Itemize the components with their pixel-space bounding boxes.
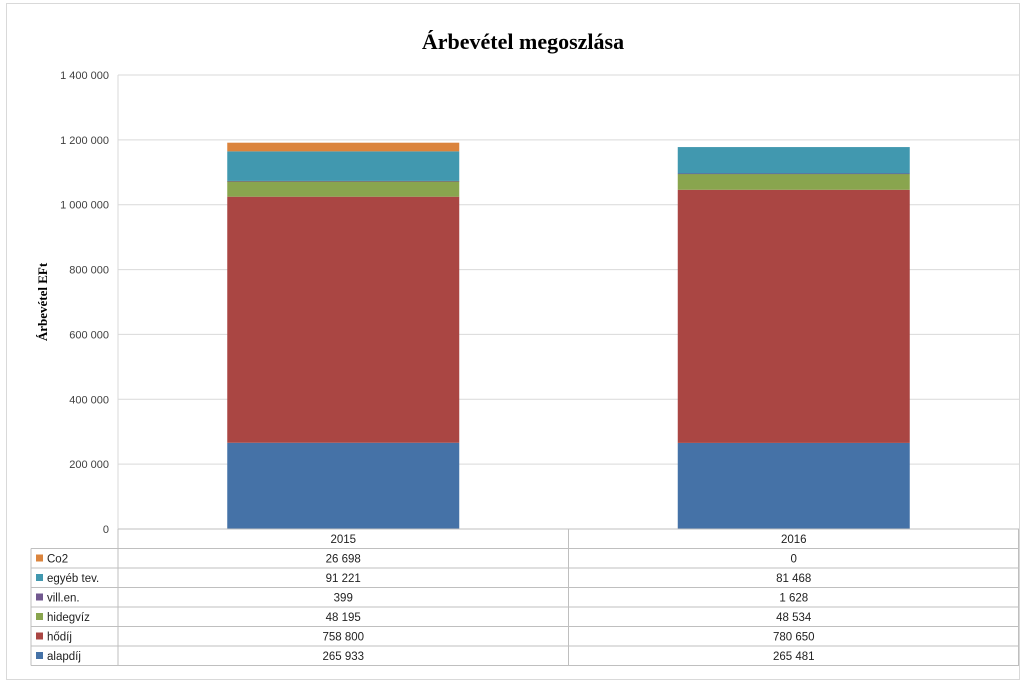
y-tick-label: 1 400 000 <box>60 70 109 82</box>
bar-segment-alapdj-2016 <box>677 442 910 529</box>
data-label: 265 933 <box>322 651 364 663</box>
bars-layer <box>227 142 910 529</box>
bar-segment-villen-2015 <box>227 180 460 182</box>
y-tick-label: 200 000 <box>69 459 109 471</box>
bar-segment-hidegvz-2016 <box>677 174 910 190</box>
y-tick-label: 1 200 000 <box>60 135 109 147</box>
legend-entry: hidegvíz <box>47 612 90 624</box>
legend-entry: Co2 <box>47 554 68 566</box>
bar-segment-hdj-2016 <box>677 189 910 443</box>
y-tick-label: 0 <box>103 524 109 536</box>
bar-segment-egybtev-2015 <box>227 151 460 181</box>
data-label: 758 800 <box>322 632 364 644</box>
data-label: 0 <box>791 554 797 566</box>
y-tick-label: 400 000 <box>69 394 109 406</box>
legend-entry: vill.en. <box>47 593 80 605</box>
chart-frame: Árbevétel megoszlása Árbevétel EFt 0 200 … <box>6 3 1020 680</box>
data-label: 48 195 <box>326 612 361 624</box>
x-tick-label: 2015 <box>330 534 356 546</box>
data-label: 265 481 <box>773 651 815 663</box>
chart-title: Árbevétel megoszlása <box>422 29 624 54</box>
legend-swatch <box>36 554 43 562</box>
legend-entry: egyéb tev. <box>47 573 99 585</box>
y-tick-label: 800 000 <box>69 265 109 277</box>
legend-swatch <box>36 652 43 659</box>
legend-swatch <box>36 632 43 640</box>
y-axis-label: Árbevétel EFt <box>35 262 50 341</box>
legend-entry: hődíj <box>47 632 72 644</box>
legend-swatch <box>36 574 43 581</box>
bar-segment-egybtev-2016 <box>677 147 910 174</box>
bar-segment-alapdj-2015 <box>227 442 460 529</box>
chart-svg: Árbevétel megoszlása Árbevétel EFt 0 200 … <box>30 29 1019 666</box>
data-label: 48 534 <box>776 612 812 624</box>
data-label: 81 468 <box>776 573 811 585</box>
legend-swatch <box>36 613 43 620</box>
data-label: 91 221 <box>326 573 361 585</box>
bar-segment-villen-2016 <box>677 173 910 175</box>
y-tick-label: 1 000 000 <box>60 200 109 212</box>
data-label: 1 628 <box>779 593 808 605</box>
y-tick-label: 600 000 <box>69 329 109 341</box>
legend-entry: alapdíj <box>47 651 81 663</box>
legend-swatch <box>36 593 43 601</box>
data-label: 399 <box>334 593 353 605</box>
bar-segment-hidegvz-2015 <box>227 181 460 197</box>
data-label: 26 698 <box>326 554 361 566</box>
bar-segment-co2-2015 <box>227 142 460 152</box>
x-tick-label: 2016 <box>781 534 807 546</box>
data-table: 2015 2016 Co2 26 698 0 egyéb tev. 91 221 81 468… <box>30 528 1019 666</box>
bar-segment-hdj-2015 <box>227 196 460 443</box>
data-label: 780 650 <box>773 632 815 644</box>
